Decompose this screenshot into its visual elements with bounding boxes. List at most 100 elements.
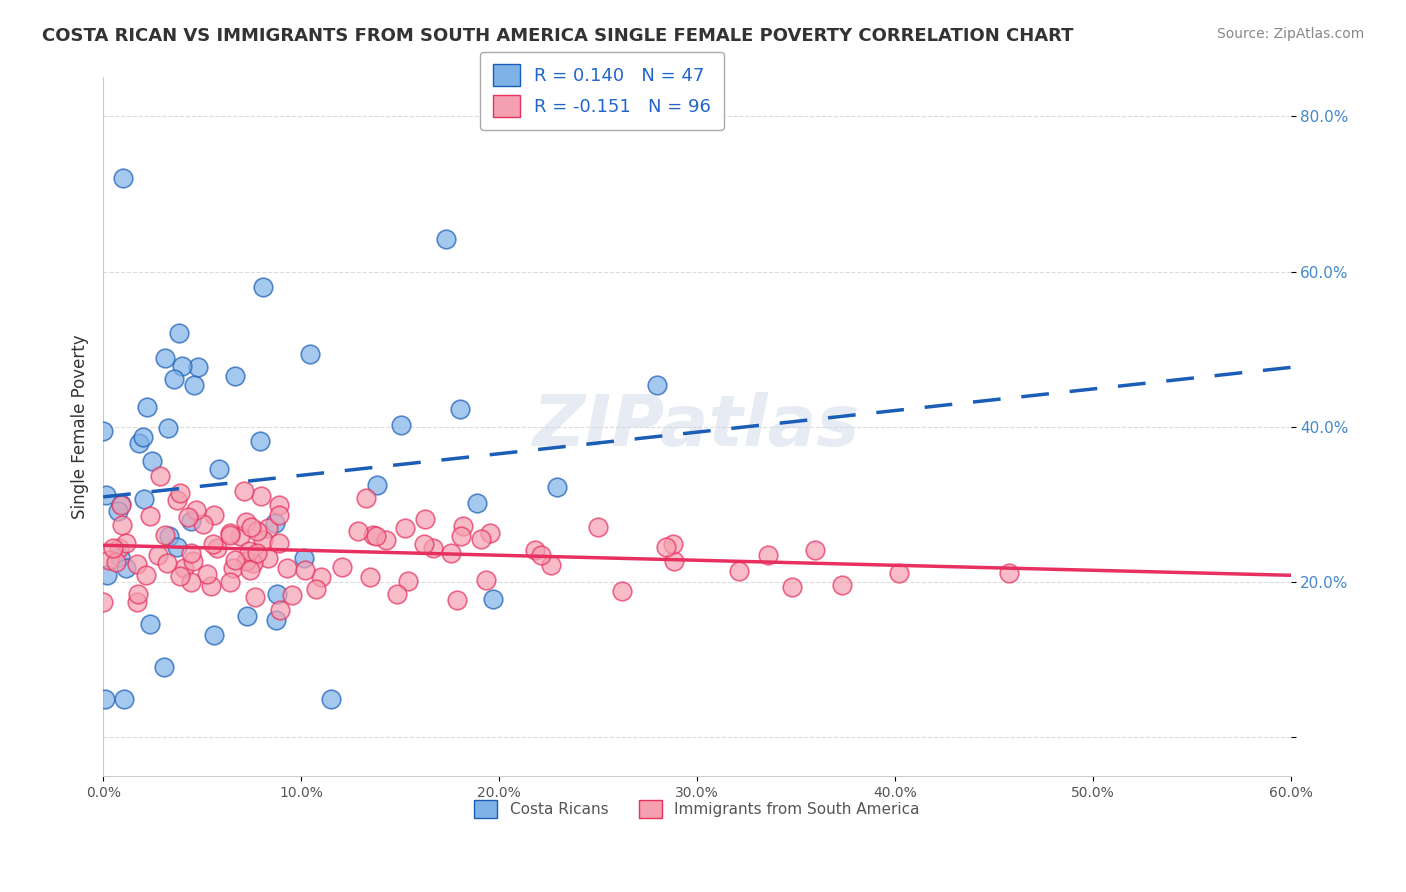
Y-axis label: Single Female Poverty: Single Female Poverty xyxy=(72,334,89,519)
Point xyxy=(236,609,259,624)
Point xyxy=(242,556,264,570)
Point xyxy=(125,595,148,609)
Point xyxy=(361,527,384,541)
Point xyxy=(94,488,117,502)
Text: Source: ZipAtlas.com: Source: ZipAtlas.com xyxy=(1216,27,1364,41)
Point xyxy=(222,560,245,574)
Point xyxy=(662,553,685,567)
Point xyxy=(292,551,315,566)
Point xyxy=(125,557,148,571)
Point xyxy=(245,546,267,560)
Point xyxy=(780,580,803,594)
Point xyxy=(887,566,910,580)
Legend: Costa Ricans, Immigrants from South America: Costa Ricans, Immigrants from South Amer… xyxy=(468,794,925,824)
Point xyxy=(470,533,492,547)
Point xyxy=(128,436,150,450)
Point xyxy=(235,554,257,568)
Point xyxy=(219,528,242,542)
Point xyxy=(396,574,419,589)
Point xyxy=(127,587,149,601)
Point xyxy=(218,526,240,541)
Point xyxy=(266,613,288,627)
Point xyxy=(98,553,121,567)
Point xyxy=(166,492,188,507)
Point xyxy=(449,402,471,417)
Point xyxy=(482,591,505,606)
Point xyxy=(529,548,551,562)
Point xyxy=(309,570,332,584)
Point xyxy=(655,541,678,555)
Point xyxy=(756,548,779,562)
Point xyxy=(96,568,118,582)
Point xyxy=(364,529,387,543)
Point xyxy=(385,587,408,601)
Point xyxy=(249,434,271,449)
Point xyxy=(108,541,131,555)
Point xyxy=(465,496,488,510)
Point xyxy=(195,566,218,581)
Point xyxy=(94,691,117,706)
Point xyxy=(446,593,468,607)
Point xyxy=(269,603,291,617)
Point xyxy=(250,489,273,503)
Point xyxy=(804,543,827,558)
Point xyxy=(354,491,377,505)
Point xyxy=(252,533,274,547)
Point xyxy=(319,691,342,706)
Point xyxy=(180,514,202,528)
Point xyxy=(831,578,853,592)
Point xyxy=(115,561,138,575)
Point xyxy=(233,483,256,498)
Point xyxy=(180,546,202,560)
Point xyxy=(276,561,298,575)
Point xyxy=(183,378,205,392)
Point xyxy=(93,595,115,609)
Point xyxy=(200,579,222,593)
Point xyxy=(263,516,285,530)
Point xyxy=(546,480,568,494)
Point xyxy=(136,400,159,414)
Point xyxy=(173,561,195,575)
Point xyxy=(110,550,132,565)
Point xyxy=(389,417,412,432)
Point xyxy=(115,536,138,550)
Point xyxy=(167,326,190,340)
Point xyxy=(202,508,225,522)
Point xyxy=(257,551,280,566)
Point xyxy=(181,554,204,568)
Point xyxy=(132,491,155,506)
Point xyxy=(267,508,290,522)
Point xyxy=(235,515,257,529)
Point xyxy=(169,485,191,500)
Point xyxy=(243,590,266,604)
Point xyxy=(281,588,304,602)
Point xyxy=(208,462,231,476)
Point xyxy=(269,498,291,512)
Point xyxy=(524,542,547,557)
Point xyxy=(413,537,436,551)
Point xyxy=(146,549,169,563)
Text: ZIPatlas: ZIPatlas xyxy=(533,392,860,461)
Point xyxy=(394,521,416,535)
Point xyxy=(141,454,163,468)
Point xyxy=(475,573,498,587)
Point xyxy=(239,563,262,577)
Point xyxy=(112,691,135,706)
Point xyxy=(169,569,191,583)
Point xyxy=(202,628,225,642)
Point xyxy=(132,430,155,444)
Point xyxy=(246,524,269,539)
Point xyxy=(110,497,132,511)
Point xyxy=(191,517,214,532)
Point xyxy=(111,518,134,533)
Point xyxy=(238,544,260,558)
Point xyxy=(224,368,246,383)
Point xyxy=(266,587,288,601)
Point xyxy=(434,232,457,246)
Point xyxy=(153,351,176,366)
Point xyxy=(998,566,1021,580)
Point xyxy=(156,556,179,570)
Point xyxy=(239,520,262,534)
Point xyxy=(610,583,633,598)
Point xyxy=(219,574,242,589)
